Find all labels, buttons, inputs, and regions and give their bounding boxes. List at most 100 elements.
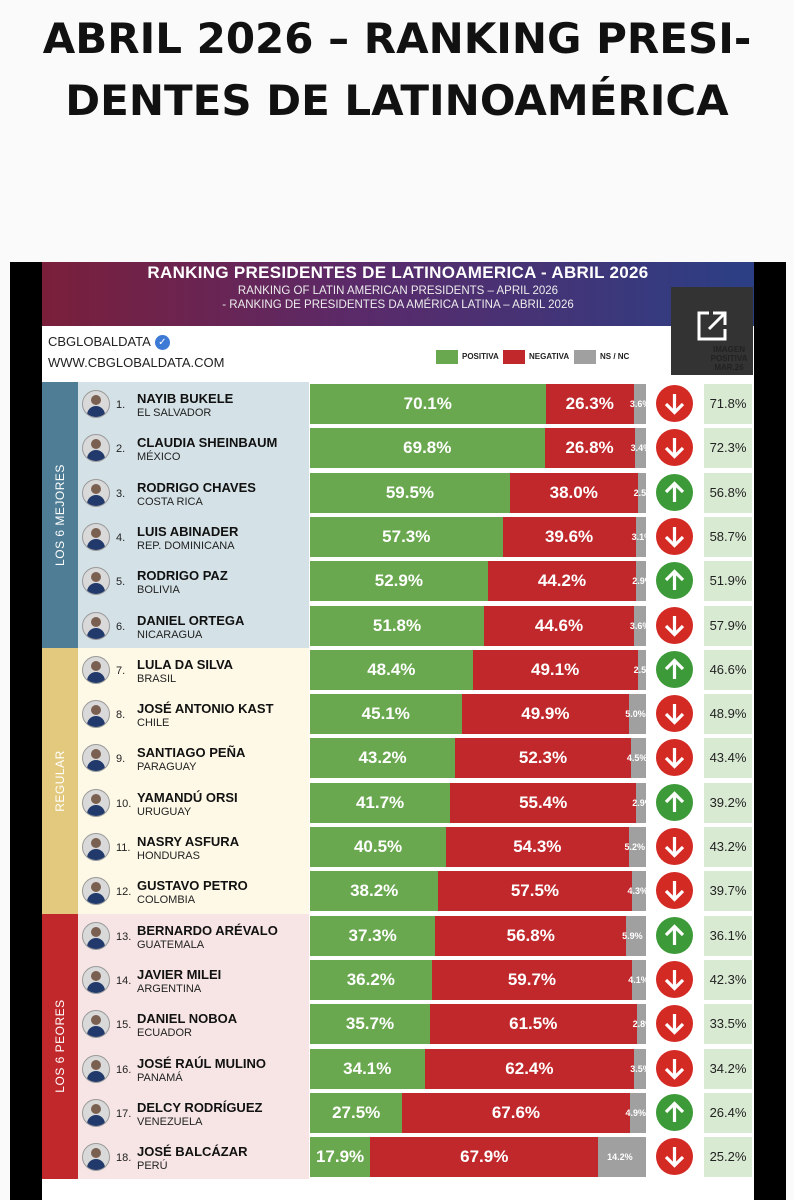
bar-ns: 5.0% xyxy=(625,694,646,735)
country-name: BOLIVIA xyxy=(137,584,180,597)
country-name: BRASIL xyxy=(137,672,177,685)
label-positive: 70.1% xyxy=(403,394,452,413)
table-row: 4. LUIS ABINADER REP. DOMINICANA 57.3% 39.6%… xyxy=(42,515,754,559)
table-row: 3. RODRIGO CHAVES COSTA RICA 59.5% 38.0% 2.5%… xyxy=(42,471,754,515)
label-negative: 39.6% xyxy=(544,526,594,546)
bar-negative: 49.1% xyxy=(472,649,638,690)
rank-number: 15. xyxy=(116,1019,132,1032)
rank-number: 3. xyxy=(116,487,126,500)
label-ns: 3.5% xyxy=(630,1063,651,1074)
president-name: NASRY ASFURA xyxy=(137,834,240,849)
label-positive: 41.7% xyxy=(355,792,405,812)
table-row: 8. JOSÉ ANTONIO KAST CHILE 45.1% 49.9% 5.0% 48… xyxy=(42,692,754,736)
imagen-positiva-mar26: 48.9% xyxy=(704,694,752,735)
label-negative: 55.4% xyxy=(519,792,568,812)
expand-image-button[interactable] xyxy=(671,287,753,375)
bar-positive: 51.8% xyxy=(310,605,485,646)
president-name: JOSÉ RAÚL MULINO xyxy=(137,1055,267,1071)
country-name: HONDURAS xyxy=(137,850,200,862)
bar-positive: 36.2% xyxy=(310,959,432,1000)
table-row: 17. DELCY RODRÍGUEZ VENEZUELA 27.5% 67.6% 4.9… xyxy=(42,1091,754,1135)
expand-icon xyxy=(697,311,727,341)
label-negative: 62.4% xyxy=(505,1058,554,1078)
bar-positive: 48.4% xyxy=(310,649,473,690)
group-fill xyxy=(78,913,309,1180)
imagen-positiva-mar26: 71.8% xyxy=(704,384,752,424)
arrow-down-icon xyxy=(664,438,685,460)
arrow-down-icon xyxy=(664,748,685,770)
label-ns: 2.9% xyxy=(632,797,653,808)
bar-negative: 38.0% xyxy=(509,472,638,513)
table-row: 10. YAMANDÚ ORSI URUGUAY 41.7% 55.4% 2.9% 39.2… xyxy=(42,781,754,825)
avatar xyxy=(82,700,110,729)
label-ns: 3.4% xyxy=(630,443,652,454)
imagen-positiva-mar26: 72.3% xyxy=(704,428,752,469)
president-name: JOSÉ BALCÁZAR xyxy=(137,1144,248,1160)
avatar xyxy=(82,788,110,817)
chart-subtitle-pt: - RANKING DE PRESIDENTES DA AMÉRICA LATI… xyxy=(222,299,574,311)
chart-header: RANKING PRESIDENTES DE LATINOAMERICA - A… xyxy=(42,262,754,326)
rank-number: 1. xyxy=(116,399,126,411)
table-row: 15. DANIEL NOBOA ECUADOR 35.7% 61.5% 2.8% 33.5… xyxy=(42,1002,754,1046)
table-row: 5. RODRIGO PAZ BOLIVIA 52.9% 44.2% 2.9% 51.9% xyxy=(42,559,754,603)
rank-number: 14. xyxy=(116,974,132,987)
label-ns: 5.0% xyxy=(625,709,646,720)
avatar xyxy=(82,1054,110,1083)
bar-ns: 3.6% xyxy=(630,384,650,424)
avatar xyxy=(82,434,110,463)
bar-positive: 40.5% xyxy=(310,827,447,867)
imagen-column-header: IMAGEN POSITIVA MAR.26 xyxy=(704,345,754,372)
rank-number: 8. xyxy=(116,709,126,722)
table-row: 11. NASRY ASFURA HONDURAS 40.5% 54.3% 5.2% 43.… xyxy=(42,825,754,869)
brand-name: CBGLOBALDATA ✓ xyxy=(48,334,170,351)
bar-positive: 41.7% xyxy=(310,782,451,823)
avatar xyxy=(82,611,110,640)
rank-number: 6. xyxy=(116,620,126,633)
bar-positive: 34.1% xyxy=(310,1048,425,1089)
table-row: 16. JOSÉ RAÚL MULINO PANAMÁ 34.1% 62.4% 3.5% 3… xyxy=(42,1047,754,1091)
table-row: 9. SANTIAGO PEÑA PARAGUAY 43.2% 52.3% 4.5% 43.… xyxy=(42,736,754,780)
bar-negative: 56.8% xyxy=(435,915,627,956)
label-negative: 26.3% xyxy=(565,394,614,413)
label-negative: 49.9% xyxy=(521,704,570,724)
trend-down-badge xyxy=(656,695,693,733)
label-positive: 57.3% xyxy=(382,526,431,546)
group-label: LOS 6 MEJORES xyxy=(42,382,78,648)
country-name: REP. DOMINICANA xyxy=(137,539,235,552)
bar-negative: 26.8% xyxy=(544,428,635,469)
bar-ns: 4.9% xyxy=(626,1092,646,1133)
country-name: ECUADOR xyxy=(137,1027,193,1040)
legend-positive-swatch xyxy=(436,350,458,364)
label-positive: 51.8% xyxy=(372,615,422,635)
label-positive: 17.9% xyxy=(315,1147,365,1167)
arrow-down-icon xyxy=(664,1147,685,1168)
rank-number: 11. xyxy=(116,842,131,854)
arrow-down-icon xyxy=(664,615,685,637)
arrow-up-icon xyxy=(664,790,685,812)
rank-number: 5. xyxy=(116,576,126,589)
rank-number: 7. xyxy=(116,664,126,677)
rank-number: 9. xyxy=(116,753,126,766)
label-positive: 36.2% xyxy=(346,969,395,989)
imagen-positiva-mar26: 56.8% xyxy=(704,472,752,513)
imagen-positiva-mar26: 46.6% xyxy=(704,649,752,690)
group-label: LOS 6 PEORES xyxy=(42,913,78,1180)
table-row: 2. CLAUDIA SHEINBAUM MÉXICO 69.8% 26.8% 3.4% 7… xyxy=(42,426,754,470)
label-negative: 59.7% xyxy=(507,969,557,989)
label-negative: 54.3% xyxy=(513,837,562,856)
page-title-line-1: ABRIL 2026 – RANKING PRESI- xyxy=(42,14,752,63)
arrow-down-icon xyxy=(664,526,685,548)
page-title: ABRIL 2026 – RANKING PRESI- DENTES DE LA… xyxy=(0,8,794,132)
imagen-positiva-mar26: 25.2% xyxy=(704,1137,752,1178)
country-name: PANAMÁ xyxy=(137,1071,183,1084)
bar-positive: 45.1% xyxy=(310,694,462,735)
avatar xyxy=(82,965,110,994)
bar-positive: 35.7% xyxy=(310,1004,430,1045)
table-row: 13. BERNARDO ARÉVALO GUATEMALA 37.3% 56.8% 5.… xyxy=(42,914,754,958)
table-row: 12. GUSTAVO PETRO COLOMBIA 38.2% 57.5% 4.3% 39… xyxy=(42,869,754,913)
label-negative: 56.8% xyxy=(506,925,555,945)
arrow-down-icon xyxy=(664,969,685,991)
label-positive: 48.4% xyxy=(367,659,416,679)
president-name: NAYIB BUKELE xyxy=(137,391,234,406)
trend-up-badge xyxy=(656,473,693,511)
